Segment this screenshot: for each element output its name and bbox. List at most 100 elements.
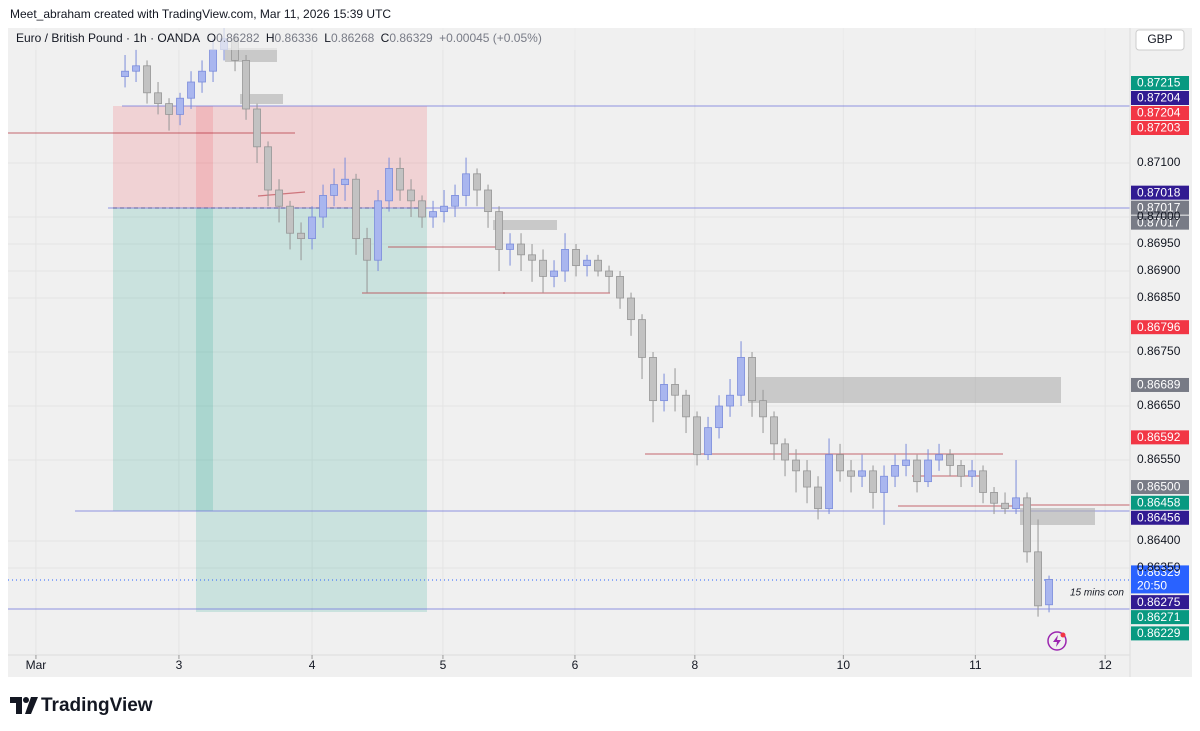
- price-badge: [1131, 105, 1189, 120]
- price-badge-label: 0.86689: [1137, 378, 1181, 392]
- candle-body: [341, 178, 349, 186]
- candle-body: [363, 238, 371, 261]
- candle-body: [396, 168, 404, 191]
- candle-body: [198, 70, 206, 83]
- candle-body: [979, 470, 987, 493]
- candle-body: [561, 249, 569, 272]
- candle-body: [583, 259, 591, 267]
- annotation: 15 mins con: [1070, 588, 1124, 599]
- y-tick-label: 0.86900: [1137, 263, 1181, 277]
- currency-box[interactable]: [1135, 29, 1185, 51]
- logo-mark: [25, 697, 38, 714]
- candle-body: [176, 97, 184, 115]
- candle-body: [242, 60, 250, 110]
- alert-bolt: [1053, 635, 1061, 647]
- price-badge-label: 0.87204: [1137, 91, 1181, 105]
- price-badge-label: 0.87204: [1137, 106, 1181, 120]
- candle-body: [638, 319, 646, 358]
- price-badge-label: 0.87018: [1137, 185, 1181, 199]
- price-badge: [1131, 377, 1189, 392]
- price-badge-label: 0.86500: [1137, 480, 1181, 494]
- legend-bg: [8, 28, 1130, 50]
- candle-body: [462, 173, 470, 196]
- x-tick-label: 12: [1098, 658, 1112, 672]
- price-badge: [1131, 185, 1189, 200]
- legend-key: H: [266, 31, 275, 45]
- x-tick-label: 3: [176, 658, 183, 672]
- price-badge: [1131, 480, 1189, 495]
- legend-key: L: [324, 31, 331, 45]
- x-tick-label: 6: [572, 658, 579, 672]
- price-badge-label: 0.86229: [1137, 626, 1181, 640]
- price-badge: [1131, 75, 1189, 90]
- target-zone: [113, 208, 213, 511]
- candle-body: [132, 65, 140, 72]
- zone-box: [240, 94, 283, 104]
- candle-body: [605, 270, 613, 277]
- legend-change: +0.00045 (+0.05%): [439, 31, 542, 45]
- price-badge: [1131, 495, 1189, 510]
- candle-body: [1001, 502, 1009, 510]
- candle-body: [308, 216, 316, 240]
- candle-body: [275, 189, 283, 207]
- candle-body: [616, 276, 624, 299]
- candle-body: [319, 195, 327, 218]
- candle-body: [165, 103, 173, 115]
- candle-body: [506, 243, 514, 250]
- x-tick-label: 4: [309, 658, 316, 672]
- candle-body: [693, 416, 701, 456]
- countdown: 20:50: [1137, 579, 1167, 593]
- candle-body: [682, 394, 690, 418]
- candle-body: [649, 357, 657, 402]
- candle-body: [836, 454, 844, 472]
- price-badge: [1131, 215, 1189, 230]
- y-tick-label: 0.86650: [1137, 398, 1181, 412]
- candle-body: [627, 297, 635, 321]
- zone-box: [493, 220, 557, 230]
- candle-body: [792, 459, 800, 472]
- y-tick-label: 0.86400: [1137, 533, 1181, 547]
- price-badge-label: 0.86592: [1137, 430, 1181, 444]
- legend-value: 0.86336: [275, 31, 319, 45]
- y-tick-label: 0.86350: [1137, 560, 1181, 574]
- candle-body: [704, 427, 712, 456]
- candle-body: [473, 173, 481, 191]
- y-tick-label: 0.86950: [1137, 236, 1181, 250]
- price-badge: [1131, 595, 1189, 610]
- x-tick-label: 10: [837, 658, 851, 672]
- candle-body: [671, 384, 679, 396]
- legend-value: 0.86282: [216, 31, 260, 45]
- candle-body: [913, 459, 921, 483]
- brand: TradingView: [41, 695, 153, 716]
- candle-body: [924, 459, 932, 483]
- zone-box: [748, 377, 1061, 403]
- candle-body: [121, 70, 129, 78]
- candle-body: [264, 146, 272, 191]
- price-badge-label: 0.86796: [1137, 320, 1181, 334]
- alert-ring: [1047, 631, 1067, 651]
- alert-icon[interactable]: [1047, 631, 1067, 651]
- candle-body: [440, 205, 448, 213]
- price-badge: [1131, 200, 1189, 215]
- price-badge: [1131, 120, 1189, 135]
- candle-body: [594, 259, 602, 272]
- candle-body: [814, 486, 822, 510]
- candle-body: [187, 81, 195, 99]
- x-tick-label: 8: [691, 658, 698, 672]
- candle-body: [1034, 551, 1042, 607]
- y-tick-label: 0.86550: [1137, 452, 1181, 466]
- candle-body: [385, 168, 393, 202]
- alert-dot: [1060, 632, 1066, 638]
- price-badge-label: 0.86456: [1137, 510, 1181, 524]
- candle-body: [891, 465, 899, 477]
- price-badge: [1131, 510, 1189, 525]
- candle-body: [539, 259, 547, 277]
- candle-body: [990, 492, 998, 504]
- price-badge-label: 0.87215: [1137, 76, 1181, 90]
- candle-body: [297, 232, 305, 240]
- price-badge-label: 0.87017: [1137, 215, 1181, 229]
- candle-body: [484, 189, 492, 213]
- candle-body: [759, 400, 767, 418]
- candle-body: [715, 405, 723, 429]
- candle-body: [517, 243, 525, 256]
